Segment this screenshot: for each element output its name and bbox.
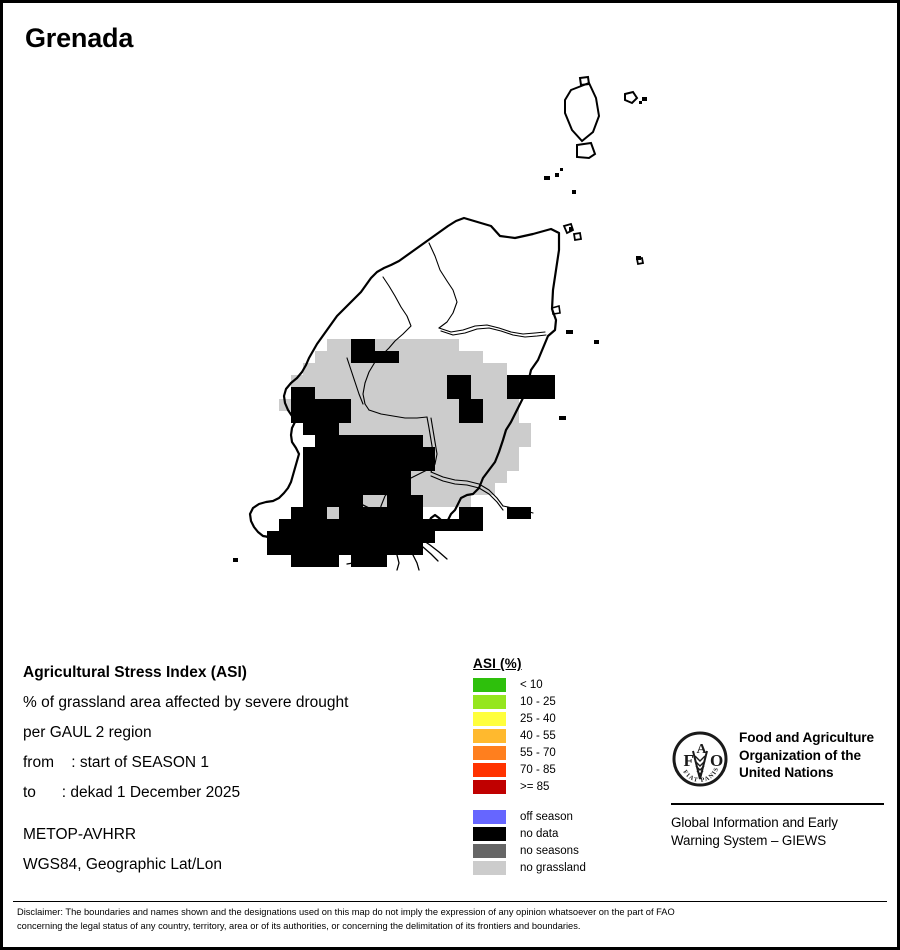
fao-logo-icon: F A O FIAT PANIS	[671, 729, 729, 793]
legend-item-no-grassland[interactable]: no grassland	[473, 859, 623, 876]
legend-swatch-55-70	[473, 745, 506, 760]
legend-swatch-70-85	[473, 762, 506, 777]
legend-title: ASI (%)	[473, 656, 522, 671]
legend-spacer	[473, 795, 623, 808]
ronde-island	[578, 75, 591, 87]
grenada-map[interactable]	[3, 58, 897, 643]
legend-label-40-55: 40 - 55	[520, 729, 556, 742]
fao-divider	[671, 803, 884, 805]
legend-swatch-40-55	[473, 728, 506, 743]
legend-item-25-40[interactable]: 25 - 40	[473, 710, 623, 727]
legend-item-55-70[interactable]: 55 - 70	[473, 744, 623, 761]
islet-mid-2	[572, 231, 583, 242]
legend-label-no-seasons: no seasons	[520, 844, 579, 857]
legend-item-off-season[interactable]: off season	[473, 808, 623, 825]
fao-name-line-1: Food and Agriculture	[739, 730, 874, 745]
caption-spacer	[23, 808, 453, 820]
legend-item-10-25[interactable]: 10 - 25	[473, 693, 623, 710]
giews-name: Global Information and Early Warning Sys…	[671, 814, 886, 850]
admin-boundary-8	[430, 417, 438, 473]
legend-swatch-ge85	[473, 779, 506, 794]
giews-line-1: Global Information and Early	[671, 815, 838, 830]
caption-line-1: % of grassland area affected by severe d…	[23, 694, 349, 711]
disclaimer-line-1: Disclaimer: The boundaries and names sho…	[17, 907, 675, 917]
legend-swatch-10-25	[473, 694, 506, 709]
caption-heading: Agricultural Stress Index (ASI)	[23, 664, 247, 681]
admin-boundary-9	[378, 469, 428, 517]
legend-item-no-data[interactable]: no data	[473, 825, 623, 842]
fao-branding-block: F A O FIAT PANIS Food and Agriculture Or…	[671, 729, 886, 850]
fao-name-line-2: Organization of the	[739, 747, 861, 763]
svg-text:O: O	[710, 751, 723, 770]
mid-islets-layer	[562, 222, 645, 266]
legend-label-25-40: 25 - 40	[520, 712, 556, 725]
admin-boundary-7	[426, 416, 434, 471]
disclaimer-line-2: concerning the legal status of any count…	[17, 920, 581, 931]
legend-swatch-no-grassland	[473, 860, 506, 875]
legend-label-70-85: 70 - 85	[520, 763, 556, 776]
svg-text:F: F	[684, 751, 694, 770]
admin-boundary-13	[346, 357, 364, 405]
legend-label-10-25: 10 - 25	[520, 695, 556, 708]
legend-label-no-data: no data	[520, 827, 559, 840]
northern-islands-layer	[564, 75, 639, 160]
caption-block: Agricultural Stress Index (ASI) % of gra…	[23, 658, 453, 880]
caption-sensor: METOP-AVHRR	[23, 826, 137, 843]
islet-east-1	[624, 90, 639, 105]
svg-text:A: A	[697, 742, 708, 757]
legend-label-lt10: < 10	[520, 678, 543, 691]
admin-boundary-6	[368, 409, 428, 419]
legend-item-lt10[interactable]: < 10	[473, 676, 623, 693]
southern-inlets	[264, 504, 448, 571]
caption-line-2: per GAUL 2 region	[23, 724, 152, 741]
coastal-rocks-layer	[233, 330, 599, 562]
admin-boundary-10	[430, 471, 504, 507]
legend-item-no-seasons[interactable]: no seasons	[473, 842, 623, 859]
legend-label-no-grassland: no grassland	[520, 861, 586, 874]
carriacou-island	[564, 81, 601, 143]
legend-label-55-70: 55 - 70	[520, 746, 556, 759]
page-title: Grenada	[25, 23, 134, 53]
legend-block: ASI (%) < 10 10 - 25 25 - 40 40 - 55 55 …	[473, 656, 623, 876]
legend-item-ge85[interactable]: >= 85	[473, 778, 623, 795]
legend-swatch-lt10	[473, 677, 506, 692]
tiny-islet-outlines	[551, 304, 561, 315]
legend-label-ge85: >= 85	[520, 780, 550, 793]
admin-boundary-12	[502, 505, 534, 514]
admin-boundary-1	[428, 242, 458, 329]
legend-label-off-season: off season	[520, 810, 573, 823]
admin-boundary-11	[430, 475, 504, 511]
islet-south-1	[635, 256, 645, 266]
disclaimer-block: Disclaimer: The boundaries and names sho…	[17, 906, 885, 933]
admin-boundary-5	[362, 353, 384, 411]
raster-no-data-layer	[267, 339, 555, 567]
legend-swatch-no-seasons	[473, 843, 506, 858]
caption-line-from: from : start of SEASON 1	[23, 754, 210, 771]
legend-item-70-85[interactable]: 70 - 85	[473, 761, 623, 778]
legend-swatch-25-40	[473, 711, 506, 726]
legend-swatch-off-season	[473, 809, 506, 824]
admin-boundaries-layer	[346, 242, 547, 517]
legend-swatch-no-data	[473, 826, 506, 841]
fao-organization-name: Food and Agriculture Organization of the…	[739, 729, 874, 782]
giews-line-2: Warning System – GIEWS	[671, 833, 827, 848]
caption-projection: WGS84, Geographic Lat/Lon	[23, 856, 223, 873]
coastline-layer	[248, 216, 561, 541]
disclaimer-divider	[13, 901, 887, 902]
islet-mid-1	[562, 222, 575, 235]
main-island-coastline	[248, 216, 561, 541]
caption-line-to: to : dekad 1 December 2025	[23, 784, 241, 801]
legend-item-40-55[interactable]: 40 - 55	[473, 727, 623, 744]
admin-boundary-3	[438, 324, 546, 335]
petite-martinique-island	[576, 141, 597, 160]
admin-boundary-2	[382, 276, 412, 355]
admin-boundary-4	[440, 327, 547, 338]
map-canvas[interactable]	[3, 58, 897, 643]
fao-name-line-3: United Nations	[739, 765, 834, 780]
